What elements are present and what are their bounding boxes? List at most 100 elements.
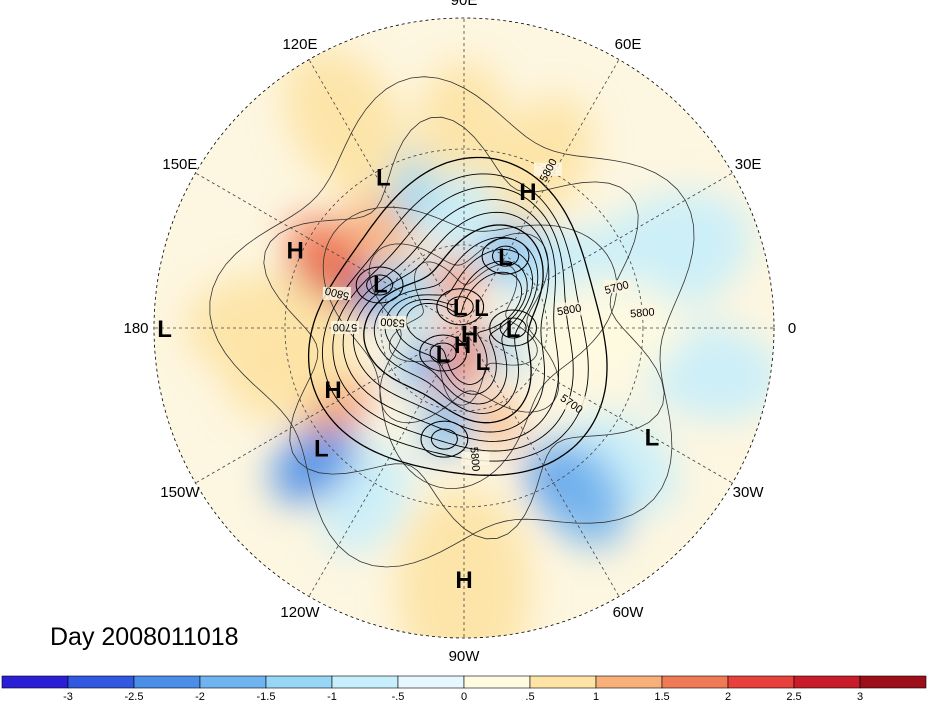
meridian-240 bbox=[308, 327, 465, 597]
low-pressure-marker-3: L bbox=[157, 316, 172, 343]
colorbar-segment-11 bbox=[727, 675, 795, 689]
colorbar-label-5: -.5 bbox=[392, 691, 405, 702]
contour-closed-1-1 bbox=[355, 266, 404, 304]
colorbar-segment-10 bbox=[661, 675, 729, 689]
low-pressure-marker-7: L bbox=[453, 295, 468, 322]
map-boundary bbox=[153, 17, 775, 639]
colorbar-segment-0 bbox=[1, 675, 69, 689]
contour-closed-0-0 bbox=[492, 245, 519, 267]
anomaly-blob-27 bbox=[395, 337, 449, 389]
contour-label-bg bbox=[378, 316, 407, 330]
longitude-label-120e: 120E bbox=[282, 36, 317, 53]
meridian-30 bbox=[463, 172, 733, 329]
low-pressure-marker-12: L bbox=[476, 349, 491, 376]
high-pressure-marker-2: H bbox=[287, 237, 304, 264]
meridian-210 bbox=[195, 327, 465, 484]
colorbar-segment-6 bbox=[397, 675, 465, 689]
contour-closed-1-0 bbox=[366, 274, 394, 296]
colorbar-segment-13 bbox=[859, 675, 927, 689]
contour-closed-3-0 bbox=[429, 342, 457, 364]
colorbar: -3 -2.5 -2 -1.5 -1 -.5 0 .5 1 1.5 2 2.5 3 bbox=[1, 675, 927, 702]
colorbar-label-11: 2.5 bbox=[786, 691, 801, 702]
contour-closed-5-1 bbox=[420, 420, 469, 458]
low-pressure-marker-14: L bbox=[314, 436, 329, 463]
contour-label-5: 5700 bbox=[331, 321, 360, 334]
anomaly-blob-16 bbox=[271, 421, 357, 504]
longitude-label-120w: 120W bbox=[280, 604, 320, 621]
contour-label-text: 5800 bbox=[467, 446, 481, 471]
contour-label-bg bbox=[628, 305, 657, 319]
contour-closed-5-0 bbox=[430, 428, 458, 450]
colorbar-label-12: 3 bbox=[857, 691, 863, 702]
low-pressure-marker-9: L bbox=[506, 316, 521, 343]
colorbar-segment-3 bbox=[199, 675, 267, 689]
map-title: Day 2008011018 bbox=[50, 623, 239, 651]
longitude-label-0: 0 bbox=[788, 320, 796, 337]
colorbar-segment-12 bbox=[793, 675, 861, 689]
low-pressure-marker-10: L bbox=[436, 341, 451, 368]
contour-label-text: 5800 bbox=[630, 306, 655, 320]
longitude-label-30w: 30W bbox=[733, 484, 765, 501]
colorbar-segment-9 bbox=[595, 675, 663, 689]
high-pressure-marker-13: H bbox=[324, 377, 341, 404]
longitude-label-150e: 150E bbox=[162, 156, 197, 173]
meridian-150 bbox=[195, 172, 465, 329]
low-pressure-marker-5: L bbox=[498, 244, 513, 271]
coastline-4 bbox=[209, 76, 695, 568]
high-pressure-marker-11: H bbox=[454, 332, 471, 359]
high-pressure-marker-0: H bbox=[519, 179, 536, 206]
colorbar-label-3: -1.5 bbox=[257, 691, 276, 702]
colorbar-label-9: 1.5 bbox=[654, 691, 669, 702]
longitude-label-30e: 30E bbox=[735, 156, 762, 173]
colorbar-label-8: 1 bbox=[593, 691, 599, 702]
low-pressure-marker-16: L bbox=[645, 425, 660, 452]
longitude-label-180: 180 bbox=[123, 320, 148, 337]
meridian-300 bbox=[463, 327, 620, 597]
contour-closed-3-1 bbox=[419, 334, 468, 372]
contour-label-bg bbox=[555, 302, 584, 316]
contour-closed-2-1 bbox=[436, 288, 485, 326]
meridian-330 bbox=[463, 327, 733, 484]
anomaly-blob-19 bbox=[185, 274, 348, 382]
graticule bbox=[154, 18, 774, 638]
contour-label-text: 5800 bbox=[556, 302, 582, 318]
contour-label-bg bbox=[322, 286, 351, 300]
contour-label-3: 5800 bbox=[628, 305, 657, 320]
colorbar-label-7: .5 bbox=[525, 691, 534, 702]
low-pressure-marker-4: L bbox=[373, 272, 388, 299]
contour-label-4: 5300 bbox=[378, 315, 407, 330]
longitude-label-90w: 90W bbox=[449, 648, 481, 665]
contour-label-1: 5700 bbox=[602, 279, 631, 297]
contour-label-text: 5300 bbox=[380, 315, 405, 329]
anomaly-blob-28 bbox=[476, 391, 519, 449]
meridian-120 bbox=[308, 59, 465, 329]
contour-label-8: 5800 bbox=[461, 446, 490, 472]
colorbar-segment-1 bbox=[67, 675, 135, 689]
colorbar-segment-5 bbox=[331, 675, 399, 689]
contour-label-bg bbox=[331, 321, 360, 334]
contour-label-bg bbox=[461, 452, 490, 466]
colorbar-label-6: 0 bbox=[461, 691, 467, 702]
contour-label-bg bbox=[602, 280, 631, 294]
contour-closed-0-1 bbox=[481, 237, 530, 275]
map-disc bbox=[154, 18, 774, 638]
contour-label-bg bbox=[557, 396, 586, 410]
contour-label-bg bbox=[534, 162, 563, 176]
colorbar-segment-7 bbox=[463, 675, 531, 689]
colorbar-segment-4 bbox=[265, 675, 333, 689]
anomaly-blob-21 bbox=[376, 261, 440, 317]
colorbar-segment-8 bbox=[529, 675, 597, 689]
colorbar-label-0: -3 bbox=[63, 691, 73, 702]
high-pressure-marker-8: H bbox=[461, 322, 478, 349]
low-pressure-marker-1: L bbox=[376, 164, 391, 191]
meridian-60 bbox=[463, 59, 620, 329]
anomaly-blob-26 bbox=[424, 391, 470, 458]
colorbar-segment-2 bbox=[133, 675, 201, 689]
contour-label-text: 5700 bbox=[333, 321, 357, 333]
longitude-label-90e: 90E bbox=[451, 0, 478, 9]
contour-label-6: 5800 bbox=[322, 284, 351, 302]
colorbar-label-2: -2 bbox=[195, 691, 205, 702]
